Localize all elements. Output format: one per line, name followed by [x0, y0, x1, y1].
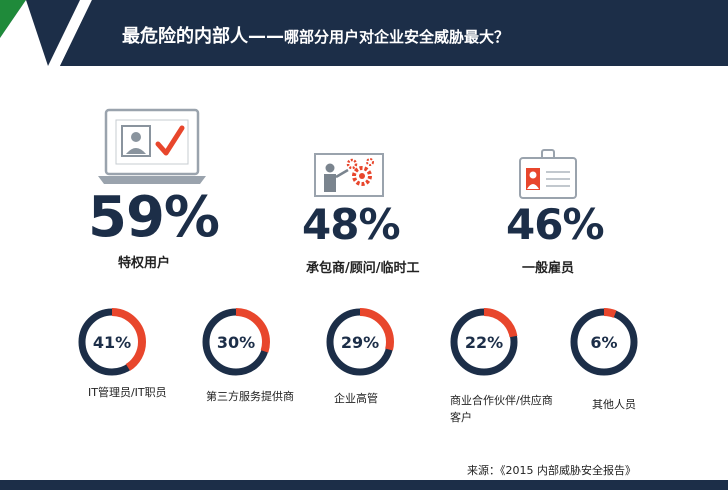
title-subtitle: 哪部分用户对企业安全威胁最大？	[284, 28, 510, 46]
ring-value-1: 30%	[217, 333, 255, 352]
presenter-gear-icon	[314, 153, 384, 197]
ring-arc-0	[78, 308, 146, 376]
ring-label-others: 其他人员	[592, 398, 636, 411]
brand-logo-icon	[0, 0, 110, 66]
stat-label-privileged: 特权用户	[118, 256, 171, 271]
ring-label-executives: 企业高管	[334, 392, 378, 405]
ring-value-4: 6%	[590, 333, 617, 352]
ring-arc-2	[326, 308, 394, 376]
source-note: 来源：《2015 内部威胁安全报告》	[467, 464, 636, 477]
id-badge-icon	[519, 149, 577, 199]
stat-label-employees: 一般雇员	[522, 261, 575, 276]
ring-value-0: 41%	[93, 333, 131, 352]
ring-value-3: 22%	[465, 333, 503, 352]
stat-value-employees: 46%	[506, 200, 605, 249]
header-banner: 最危险的内部人——哪部分用户对企业安全威胁最大？	[0, 0, 728, 66]
stat-label-contractors: 承包商/顾问/临时工	[306, 261, 420, 276]
ring-label-it-admin: IT管理员/IT职员	[88, 386, 167, 399]
ring-charts: 41% 30% 29% 22% 6% IT管理员/IT职员 第三方服务提供商 企业高管 …	[0, 300, 728, 430]
ring-arc-3	[450, 308, 518, 376]
stat-value-privileged: 59%	[88, 185, 220, 250]
ring-chart-svg: 41% 30% 29% 22% 6%	[78, 308, 638, 376]
page-title: 最危险的内部人——哪部分用户对企业安全威胁最大？	[122, 22, 509, 48]
ring-label-third-party: 第三方服务提供商	[206, 390, 294, 403]
laptop-user-check-icon	[98, 108, 206, 184]
ring-arc-4	[570, 308, 638, 376]
ring-label-partners: 商业合作伙伴/供应商客户	[450, 394, 553, 424]
ring-arc-1	[202, 308, 270, 376]
ring-value-2: 29%	[341, 333, 379, 352]
stat-value-contractors: 48%	[302, 200, 401, 249]
footer-bar	[0, 480, 728, 490]
title-main: 最危险的内部人——	[122, 26, 284, 47]
